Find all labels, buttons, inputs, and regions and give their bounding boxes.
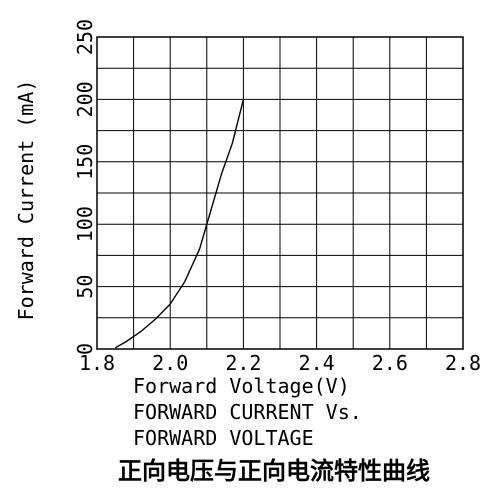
- x-tick-label: 2.2: [225, 351, 261, 375]
- y-tick-label: 100: [73, 206, 97, 242]
- x-tick-label: 1.8: [79, 351, 115, 375]
- plot-frame: [96, 36, 464, 350]
- grid: [97, 37, 463, 349]
- x-tick-label: 2.6: [372, 351, 408, 375]
- x-tick-labels: 1.8 2.0 2.2 2.4 2.6 2.8: [79, 351, 481, 375]
- y-tick-label: 50: [73, 275, 97, 299]
- series-line: [114, 99, 245, 349]
- y-tick-label: 150: [73, 144, 97, 180]
- y-tick-label: 200: [73, 81, 97, 117]
- x-tick-label: 2.0: [152, 351, 188, 375]
- y-tick-label: 0: [73, 343, 97, 355]
- caption-line-1: FORWARD CURRENT Vs.: [133, 400, 362, 424]
- y-tick-labels: 0 50 100 150 200 250: [73, 19, 97, 355]
- caption-line-2: FORWARD VOLTAGE: [133, 426, 314, 450]
- x-tick-label: 2.8: [445, 351, 481, 375]
- caption-chinese: 正向电压与正向电流特性曲线: [118, 457, 430, 485]
- x-tick-label: 2.4: [299, 351, 335, 375]
- y-tick-label: 250: [73, 19, 97, 55]
- x-axis-label: Forward Voltage(V): [133, 374, 350, 398]
- y-axis-label: Forward Current (mA): [14, 80, 38, 321]
